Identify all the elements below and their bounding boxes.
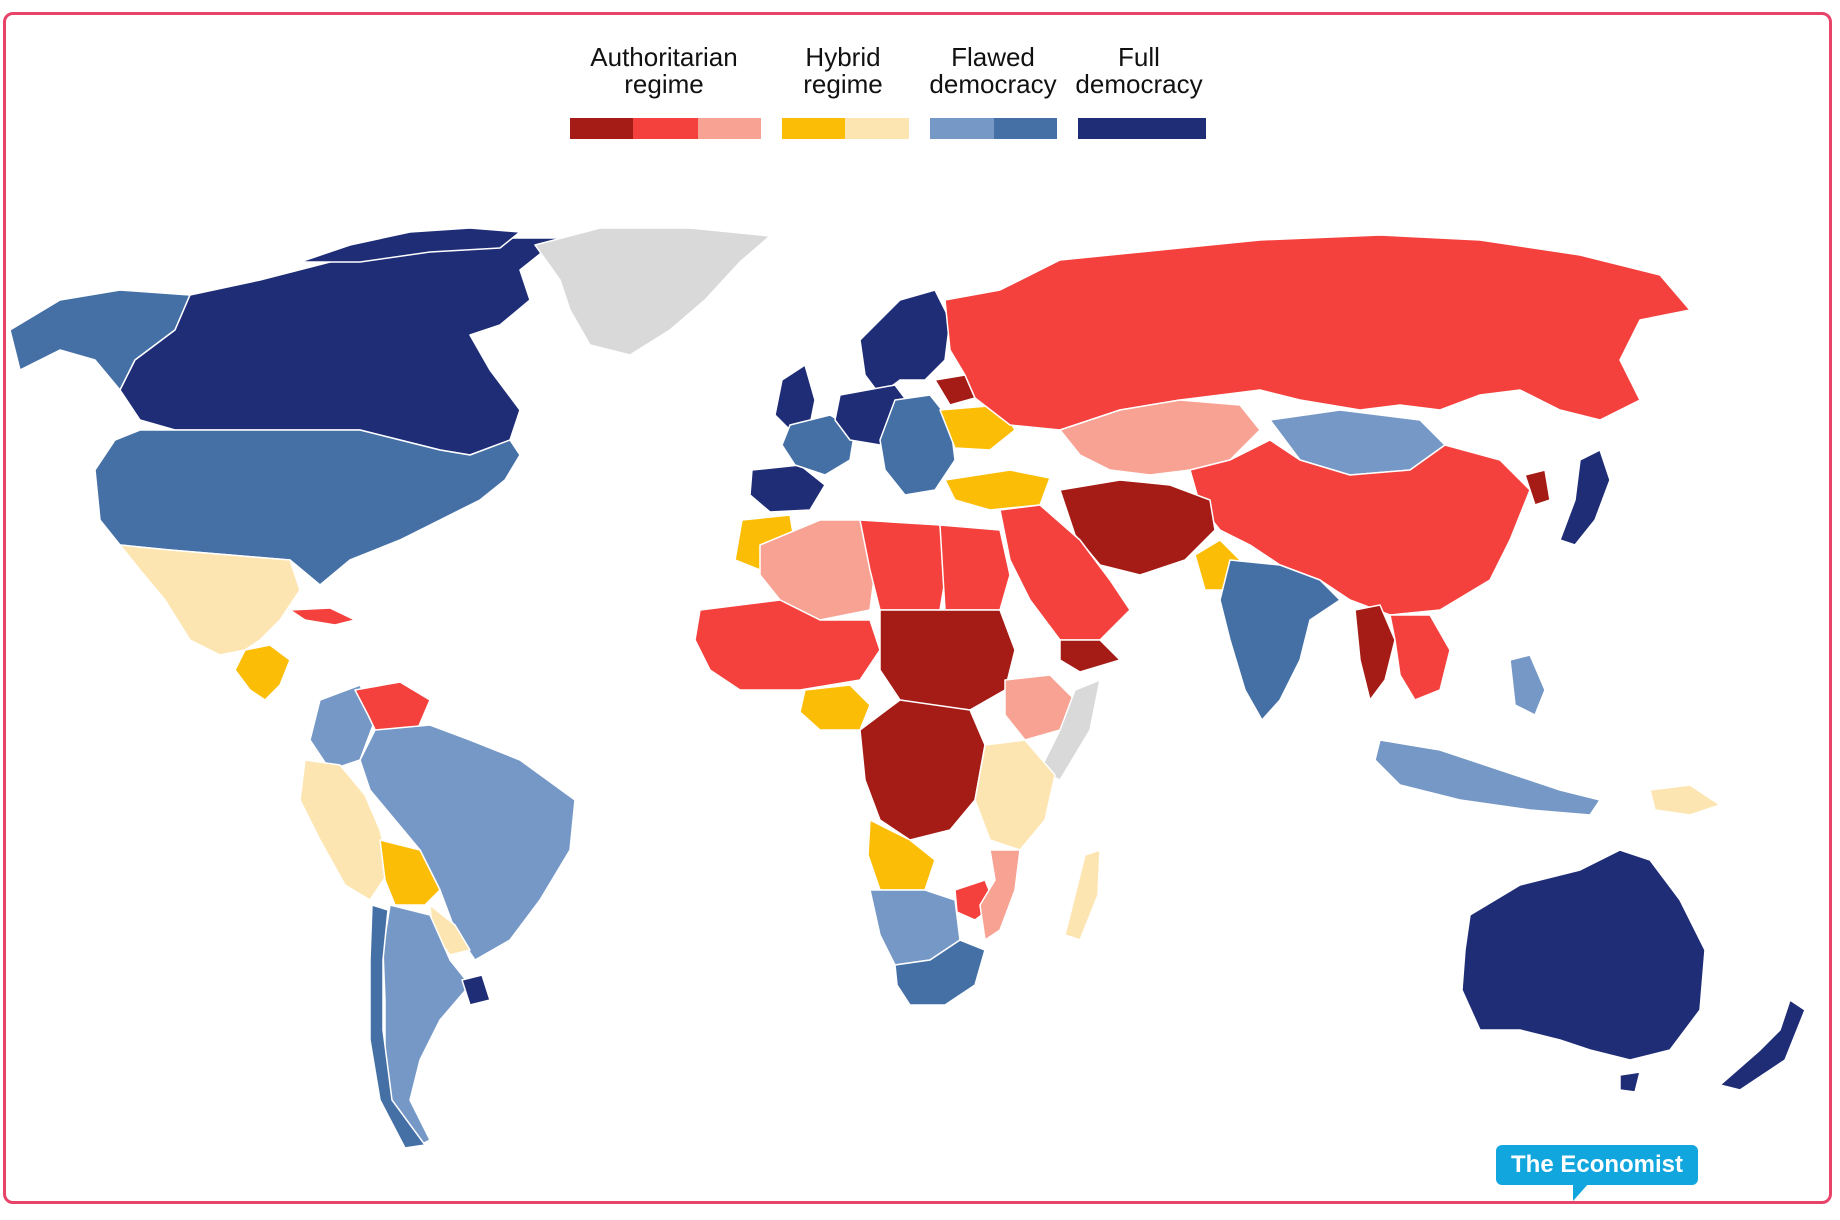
region-central-america — [234, 644, 291, 701]
region-canada — [119, 237, 561, 456]
region-france — [781, 414, 856, 476]
legend-label-flawed: Flawed democracy — [929, 42, 1057, 99]
region-bolivia — [379, 839, 441, 906]
region-australia — [1461, 849, 1706, 1061]
legend-label-hybrid: Hybrid regime — [803, 42, 883, 99]
region-nigeria — [799, 684, 871, 731]
region-tasmania — [1619, 1071, 1641, 1093]
swatch-flawed-1 — [930, 118, 994, 139]
swatch-auth-2 — [633, 118, 698, 139]
region-usa — [94, 429, 521, 586]
swatch-hybrid-2 — [845, 118, 909, 139]
region-somalia — [1039, 679, 1101, 781]
swatch-auth-3 — [698, 118, 761, 139]
region-mozambique — [979, 849, 1021, 941]
region-canada-islands — [299, 227, 521, 263]
region-argentina — [382, 904, 471, 1146]
region-yemen — [1059, 639, 1121, 673]
region-greenland — [534, 227, 771, 356]
region-south-africa — [894, 939, 986, 1006]
region-china — [1189, 439, 1531, 616]
region-southeast-asia — [1389, 614, 1451, 701]
region-png — [1649, 784, 1721, 816]
swatch-flawed-2 — [994, 118, 1057, 139]
region-russia — [944, 234, 1691, 431]
region-korea-north — [1524, 469, 1551, 506]
region-indonesia — [1374, 739, 1601, 816]
legend-group-authoritarian: Authoritarian regime — [568, 42, 761, 139]
legend-swatches-full — [1078, 118, 1206, 139]
region-myanmar — [1354, 604, 1396, 701]
region-east-africa — [974, 739, 1056, 851]
swatch-auth-1 — [570, 118, 633, 139]
region-central-africa — [859, 699, 986, 841]
region-mexico — [119, 544, 301, 656]
legend-swatches-authoritarian — [570, 118, 761, 139]
legend-group-hybrid: Hybrid regime — [778, 42, 909, 139]
region-new-zealand — [1719, 999, 1806, 1091]
chart-frame — [3, 12, 1832, 1204]
legend-swatches-hybrid — [782, 118, 909, 139]
legend-label-full: Full democracy — [1075, 42, 1203, 99]
region-algeria — [759, 519, 876, 621]
legend-swatches-flawed — [930, 118, 1057, 139]
region-sahel — [694, 599, 881, 691]
region-chile — [369, 904, 426, 1149]
region-japan — [1559, 449, 1611, 546]
region-egypt — [939, 524, 1011, 611]
legend-group-flawed: Flawed democracy — [928, 42, 1058, 139]
region-brazil — [359, 724, 576, 961]
economist-logo-badge-tail — [1573, 1183, 1589, 1201]
region-middle-east — [999, 504, 1131, 641]
region-uruguay — [461, 974, 491, 1006]
legend-group-full: Full democracy — [1074, 42, 1206, 139]
region-cuba — [289, 607, 356, 626]
region-chad-sudan — [879, 609, 1016, 711]
legend: Authoritarian regime Hybrid regime Flawe… — [568, 44, 1208, 144]
region-india — [1219, 559, 1341, 721]
region-turkey — [944, 469, 1051, 511]
region-eastern-europe — [879, 394, 956, 496]
swatch-full — [1078, 118, 1206, 139]
legend-label-authoritarian: Authoritarian regime — [590, 42, 738, 99]
region-madagascar — [1064, 849, 1101, 941]
region-philippines — [1509, 654, 1546, 716]
region-iberia — [749, 464, 826, 513]
economist-logo-badge: The Economist — [1496, 1145, 1699, 1185]
region-libya — [859, 519, 946, 611]
region-scandinavia — [859, 289, 951, 396]
swatch-hybrid-1 — [782, 118, 845, 139]
region-peru-ecuador — [299, 759, 391, 901]
world-map — [9, 227, 1806, 1149]
